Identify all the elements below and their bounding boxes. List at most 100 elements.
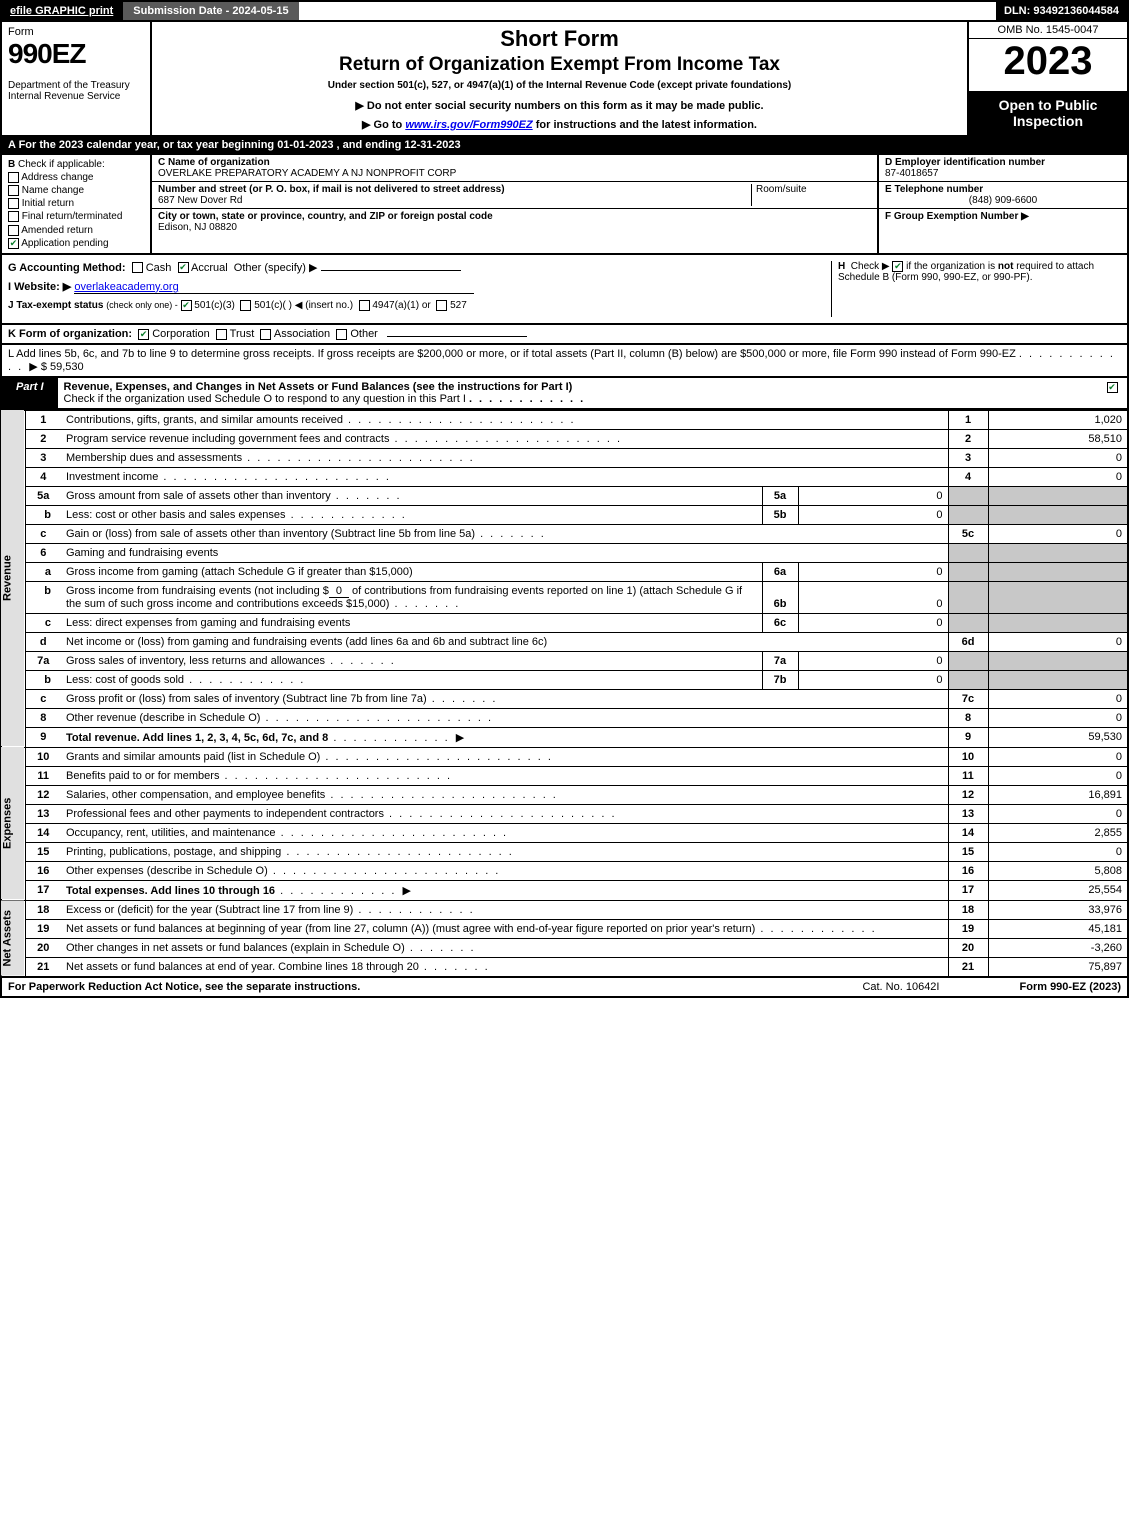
j-label: J Tax-exempt status xyxy=(8,300,103,311)
b-checkbox-2[interactable] xyxy=(8,198,19,209)
row-l: L Add lines 5b, 6c, and 7b to line 9 to … xyxy=(0,345,1129,378)
page-footer: For Paperwork Reduction Act Notice, see … xyxy=(0,978,1129,998)
expenses-sidebar: Expenses xyxy=(1,747,25,900)
form-number: 990EZ xyxy=(8,38,144,70)
part1-title: Revenue, Expenses, and Changes in Net As… xyxy=(58,378,1097,408)
l-arrow: ▶ xyxy=(29,361,37,373)
cash-checkbox[interactable] xyxy=(132,262,143,273)
j-501c-checkbox[interactable] xyxy=(240,300,251,311)
b-checkbox-5[interactable] xyxy=(8,238,19,249)
omb-number: OMB No. 1545-0047 xyxy=(969,22,1127,39)
c-city-label: City or town, state or province, country… xyxy=(158,211,493,222)
part1-header: Part I Revenue, Expenses, and Changes in… xyxy=(0,378,1129,410)
efile-link[interactable]: efile GRAPHIC print xyxy=(2,2,121,20)
sub3-pre: ▶ Go to xyxy=(362,119,405,131)
subtitle-2: ▶ Do not enter social security numbers o… xyxy=(158,99,961,112)
k-opt-0: Corporation xyxy=(138,328,216,340)
g-label: G Accounting Method: xyxy=(8,262,126,274)
col-c: C Name of organization OVERLAKE PREPARAT… xyxy=(152,155,877,253)
org-street: 687 New Dover Rd xyxy=(158,195,242,206)
room-label: Room/suite xyxy=(751,184,871,206)
j-opt3: 4947(a)(1) or xyxy=(372,300,430,311)
row-k: K Form of organization: Corporation Trus… xyxy=(0,325,1129,345)
e-label: E Telephone number xyxy=(885,184,983,195)
footer-mid: Cat. No. 10642I xyxy=(862,981,939,993)
short-form-title: Short Form xyxy=(158,26,961,52)
sub3-post: for instructions and the latest informat… xyxy=(533,119,757,131)
b-check-0: Address change xyxy=(8,172,144,183)
b-check-3: Final return/terminated xyxy=(8,211,144,222)
j-4947-checkbox[interactable] xyxy=(359,300,370,311)
form-label: Form xyxy=(8,26,144,38)
part1-table: Revenue1Contributions, gifts, grants, an… xyxy=(0,410,1129,978)
b-check-1: Name change xyxy=(8,185,144,196)
j-opt1: 501(c)(3) xyxy=(194,300,235,311)
footer-left: For Paperwork Reduction Act Notice, see … xyxy=(8,981,360,993)
c-street-label: Number and street (or P. O. box, if mail… xyxy=(158,184,751,195)
b-check-5: Application pending xyxy=(8,238,144,249)
other-label: Other (specify) ▶ xyxy=(234,262,318,274)
k-checkbox-3[interactable] xyxy=(336,329,347,340)
b-checkbox-4[interactable] xyxy=(8,225,19,236)
irs-link[interactable]: www.irs.gov/Form990EZ xyxy=(405,119,532,131)
subtitle-1: Under section 501(c), 527, or 4947(a)(1)… xyxy=(158,80,961,91)
k-checkbox-0[interactable] xyxy=(138,329,149,340)
b-checkbox-1[interactable] xyxy=(8,185,19,196)
row-h: H Check ▶ if the organization is not req… xyxy=(831,261,1121,317)
b-check-4: Amended return xyxy=(8,225,144,236)
top-bar: efile GRAPHIC print Submission Date - 20… xyxy=(0,0,1129,22)
h-text2: if the organization is xyxy=(906,261,998,272)
l-text: L Add lines 5b, 6c, and 7b to line 9 to … xyxy=(8,348,1016,360)
h-text1: Check ▶ xyxy=(851,261,893,272)
phone: (848) 909-6600 xyxy=(885,195,1121,206)
dln: DLN: 93492136044584 xyxy=(996,2,1127,20)
row-j: J Tax-exempt status (check only one) - 5… xyxy=(8,300,831,311)
j-opt4: 527 xyxy=(450,300,467,311)
j-501c3-checkbox[interactable] xyxy=(181,300,192,311)
section-ghij: G Accounting Method: Cash Accrual Other … xyxy=(0,255,1129,325)
inspection-badge: Open to Public Inspection xyxy=(969,91,1127,135)
row-a: A For the 2023 calendar year, or tax yea… xyxy=(0,137,1129,155)
part1-checkbox[interactable] xyxy=(1107,382,1118,393)
k-checkbox-1[interactable] xyxy=(216,329,227,340)
accrual-checkbox[interactable] xyxy=(178,262,189,273)
header-left: Form 990EZ Department of the Treasury In… xyxy=(2,22,152,135)
b-checkbox-0[interactable] xyxy=(8,172,19,183)
main-title: Return of Organization Exempt From Incom… xyxy=(158,54,961,76)
tax-year: 2023 xyxy=(969,39,1127,83)
part1-tab: Part I xyxy=(2,378,58,408)
part1-check-text: Check if the organization used Schedule … xyxy=(64,393,466,405)
b-label: Check if applicable: xyxy=(18,159,105,170)
f-label: F Group Exemption Number ▶ xyxy=(885,211,1029,222)
l-value: $ 59,530 xyxy=(41,361,84,373)
h-not: not xyxy=(998,261,1014,272)
submission-date: Submission Date - 2024-05-15 xyxy=(121,2,298,20)
header-right: OMB No. 1545-0047 2023 Open to Public In… xyxy=(967,22,1127,135)
b-checkbox-3[interactable] xyxy=(8,211,19,222)
form-header: Form 990EZ Department of the Treasury In… xyxy=(0,22,1129,137)
other-input[interactable] xyxy=(321,270,461,271)
cash-label: Cash xyxy=(146,262,172,274)
h-checkbox[interactable] xyxy=(892,261,903,272)
dept-label: Department of the Treasury Internal Reve… xyxy=(8,80,144,102)
j-527-checkbox[interactable] xyxy=(436,300,447,311)
k-opt-2: Association xyxy=(260,328,336,340)
website-link[interactable]: overlakeacademy.org xyxy=(74,281,178,293)
netassets-sidebar: Net Assets xyxy=(1,900,25,977)
revenue-sidebar: Revenue xyxy=(1,410,25,747)
col-def: D Employer identification number 87-4018… xyxy=(877,155,1127,253)
k-other-input[interactable] xyxy=(387,336,527,337)
row-g: G Accounting Method: Cash Accrual Other … xyxy=(8,261,831,274)
j-opt2: 501(c)( ) ◀ (insert no.) xyxy=(254,300,353,311)
k-checkbox-2[interactable] xyxy=(260,329,271,340)
k-opt-1: Trust xyxy=(216,328,261,340)
ein: 87-4018657 xyxy=(885,168,938,179)
section-bcdef: B Check if applicable: Address change Na… xyxy=(0,155,1129,255)
k-opt-3: Other xyxy=(336,328,384,340)
b-check-2: Initial return xyxy=(8,198,144,209)
row-i: I Website: ▶ overlakeacademy.org xyxy=(8,280,831,294)
i-label: I Website: ▶ xyxy=(8,281,71,293)
subtitle-3: ▶ Go to www.irs.gov/Form990EZ for instru… xyxy=(158,118,961,131)
col-b: B Check if applicable: Address change Na… xyxy=(2,155,152,253)
org-city: Edison, NJ 08820 xyxy=(158,222,237,233)
